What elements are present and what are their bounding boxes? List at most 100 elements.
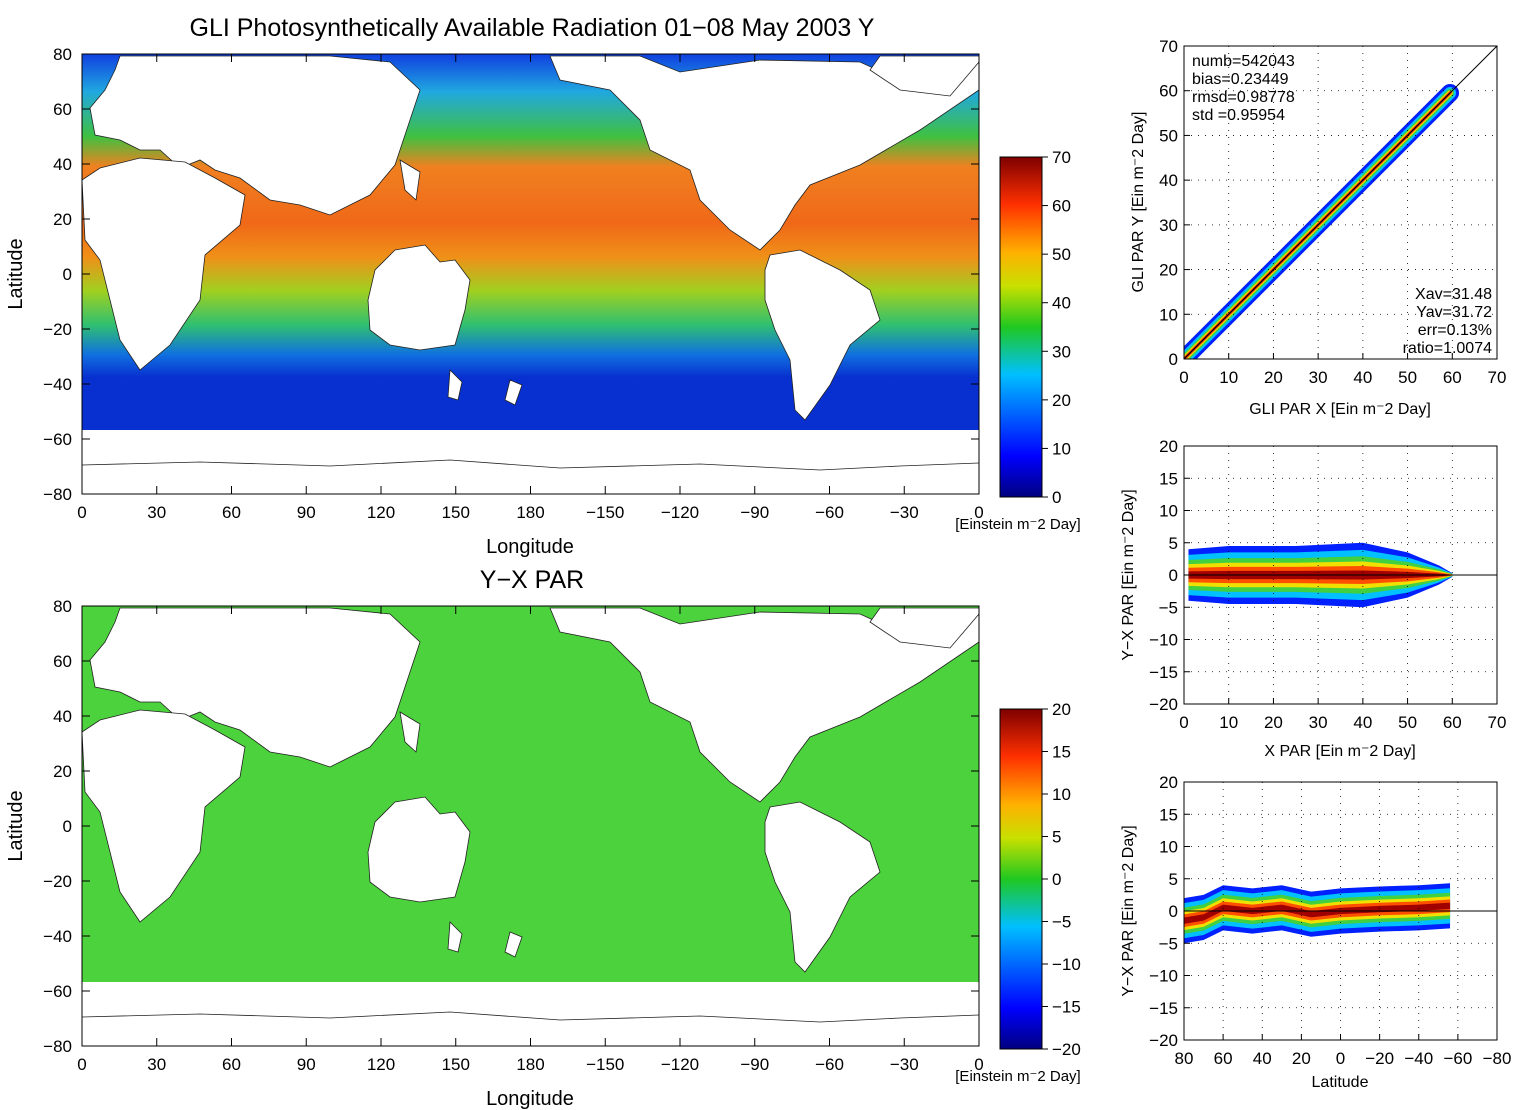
scatter3-axes: 80 60 40 20 0 −20 −40 −60 −80 20 15 10 5 0 −5 −10 −15 −20 xyxy=(1149,773,1511,1068)
sc2-axes-xtick-label-3: 30 xyxy=(1309,713,1328,732)
map2-land-continent-5 xyxy=(399,711,421,753)
sc1-axes-xtick-label-0: 0 xyxy=(1179,368,1188,387)
map1-axes-xtick-label-7: −150 xyxy=(586,503,624,522)
map1-land-continent-3 xyxy=(447,369,463,401)
sc3-axes-xtick-label-4: 0 xyxy=(1336,1049,1345,1068)
map2-ylabel: Latitude xyxy=(5,790,27,861)
map2-axes-ytick-label-8: −80 xyxy=(43,1037,72,1056)
map1-antarctica-outline xyxy=(82,459,979,471)
sc2-axes-ytick-label-8: −20 xyxy=(1149,695,1178,714)
sc2-axes-xtick-label-2: 20 xyxy=(1264,713,1283,732)
map2-axes-ytick-label-2: 40 xyxy=(53,707,72,726)
sc1-axes-xtick-label-7: 70 xyxy=(1488,368,1507,387)
map1-land-continent-8 xyxy=(764,249,881,421)
sc1-axes-xtick-label-6: 60 xyxy=(1443,368,1462,387)
scatter1-stat-0: numb=542043 xyxy=(1192,53,1295,70)
scatter3-plot xyxy=(1184,883,1497,944)
cb2-ticks-label-6: 10 xyxy=(1052,785,1071,804)
sc3-axes-xtick-label-3: 20 xyxy=(1292,1049,1311,1068)
map1-axes-xtick-label-2: 60 xyxy=(222,503,241,522)
map1-land-continent-2 xyxy=(367,244,471,351)
map2-axes-ytick-label-5: −20 xyxy=(43,872,72,891)
map2-land-continent-3 xyxy=(447,921,463,953)
map1-axes-xtick-label-5: 150 xyxy=(442,503,470,522)
sc3-axes-xtick-label-8: −80 xyxy=(1483,1049,1512,1068)
map1-axes-ytick-label-1: 60 xyxy=(53,100,72,119)
sc1-axes-ytick-label-7: 70 xyxy=(1159,37,1178,56)
map2-axes-xtick-label-4: 120 xyxy=(367,1055,395,1074)
map2-antarctica-outline xyxy=(82,1011,979,1023)
map2-axes-ytick-label-3: 20 xyxy=(53,762,72,781)
cb1-ticks-label-1: 10 xyxy=(1052,439,1071,458)
map2-axes-xtick-label-7: −150 xyxy=(586,1055,624,1074)
sc3-axes-ytick-label-1: 15 xyxy=(1159,805,1178,824)
scatter1-stat-1: bias=0.23449 xyxy=(1192,71,1289,88)
map1-land-continent-5 xyxy=(399,159,421,201)
sc2-axes-ytick-label-4: 0 xyxy=(1169,566,1178,585)
sc1-axes-ytick-label-1: 10 xyxy=(1159,305,1178,324)
sc1-axes-xtick-label-1: 10 xyxy=(1219,368,1238,387)
cb1-ticks-label-4: 40 xyxy=(1052,294,1071,313)
sc3-axes-ytick-label-5: −5 xyxy=(1159,934,1178,953)
map1-axes-xtick-label-10: −60 xyxy=(815,503,844,522)
sc2-axes-xtick-label-7: 70 xyxy=(1488,713,1507,732)
cb1-ticks-label-6: 60 xyxy=(1052,197,1071,216)
map1-axes-ytick-label-2: 40 xyxy=(53,155,72,174)
map1-ylabel: Latitude xyxy=(5,238,27,309)
map2-colorbar-unit: [Einstein m⁻2 Day] xyxy=(955,1068,1080,1085)
map1-axes-ytick-label-4: 0 xyxy=(63,265,72,284)
cb1-ticks-label-0: 0 xyxy=(1052,488,1061,507)
sc1-axes-xtick-label-4: 40 xyxy=(1353,368,1372,387)
scatter1-axes: 0 10 20 30 40 50 60 70 0 10 20 30 40 50 60 70 xyxy=(1159,37,1506,387)
map1-axes-xtick-label-12: 0 xyxy=(974,503,983,522)
sc3-axes-xtick-label-2: 40 xyxy=(1253,1049,1272,1068)
sc1-axes-ytick-label-4: 40 xyxy=(1159,171,1178,190)
scatter3-band-5 xyxy=(1184,902,1451,924)
cb2-ticks-label-5: 5 xyxy=(1052,828,1061,847)
map2-axes-xtick-label-0: 0 xyxy=(77,1055,86,1074)
scatter2-plot xyxy=(1184,542,1497,608)
map2-land-continent-2 xyxy=(367,796,471,903)
sc2-axes-xtick-label-6: 60 xyxy=(1443,713,1462,732)
scatter2-ylabel: Y−X PAR [Ein m⁻2 Day] xyxy=(1120,489,1137,660)
map2-axes-ytick-label-4: 0 xyxy=(63,817,72,836)
scatter1-stat-7: ratio=1.0074 xyxy=(1403,340,1493,357)
cb2-ticks-label-1: −15 xyxy=(1052,998,1081,1017)
map2-axes-xtick-label-11: −30 xyxy=(890,1055,919,1074)
cb1-ticks-label-3: 30 xyxy=(1052,342,1071,361)
map1-axes-ytick-label-3: 20 xyxy=(53,210,72,229)
map2-axes-ytick-label-1: 60 xyxy=(53,652,72,671)
map2-axes: 0 30 60 90 120 150 180 −150 −120 −90 −60 −30 0 80 60 40… xyxy=(43,597,984,1074)
map1-axes-ytick-label-6: −40 xyxy=(43,375,72,394)
scatter2-density xyxy=(1184,542,1497,608)
sc3-axes-ytick-label-7: −15 xyxy=(1149,999,1178,1018)
scatter3-xlabel: Latitude xyxy=(1312,1074,1369,1091)
sc1-axes-ytick-label-5: 50 xyxy=(1159,126,1178,145)
map2-land-continent-7 xyxy=(869,607,979,649)
sc1-axes-xtick-label-5: 50 xyxy=(1398,368,1417,387)
scatter1-frame xyxy=(1183,45,1498,360)
scatter1-stat-2: rmsd=0.98778 xyxy=(1192,89,1295,106)
map2-axes-xtick-label-2: 60 xyxy=(222,1055,241,1074)
map1-axes-ytick-label-5: −20 xyxy=(43,320,72,339)
map1-land-continent-6 xyxy=(549,55,979,251)
sc3-axes-xtick-label-6: −40 xyxy=(1404,1049,1433,1068)
sc2-axes-ytick-label-2: 10 xyxy=(1159,502,1178,521)
cb2-ticks-label-8: 20 xyxy=(1052,700,1071,719)
map1-field xyxy=(82,54,979,471)
scatter1-stat-4: Xav=31.48 xyxy=(1415,286,1492,303)
map2-field xyxy=(82,606,979,1023)
sc2-axes-ytick-label-3: 5 xyxy=(1169,534,1178,553)
map1-colorbar-unit: [Einstein m⁻2 Day] xyxy=(955,516,1080,533)
map2-axes-xtick-label-12: 0 xyxy=(974,1055,983,1074)
sc3-axes-xtick-label-0: 80 xyxy=(1175,1049,1194,1068)
map2-axes-ytick-label-6: −40 xyxy=(43,927,72,946)
cb2-ticks-label-4: 0 xyxy=(1052,870,1061,889)
map1-axes-xtick-label-9: −90 xyxy=(740,503,769,522)
map2-land-continent-0 xyxy=(89,607,421,768)
sc1-axes-ytick-label-0: 0 xyxy=(1169,350,1178,369)
map2-axes-xtick-label-6: 180 xyxy=(516,1055,544,1074)
map1-land-continent-1 xyxy=(82,157,246,371)
map1-axes-ytick-label-7: −60 xyxy=(43,430,72,449)
